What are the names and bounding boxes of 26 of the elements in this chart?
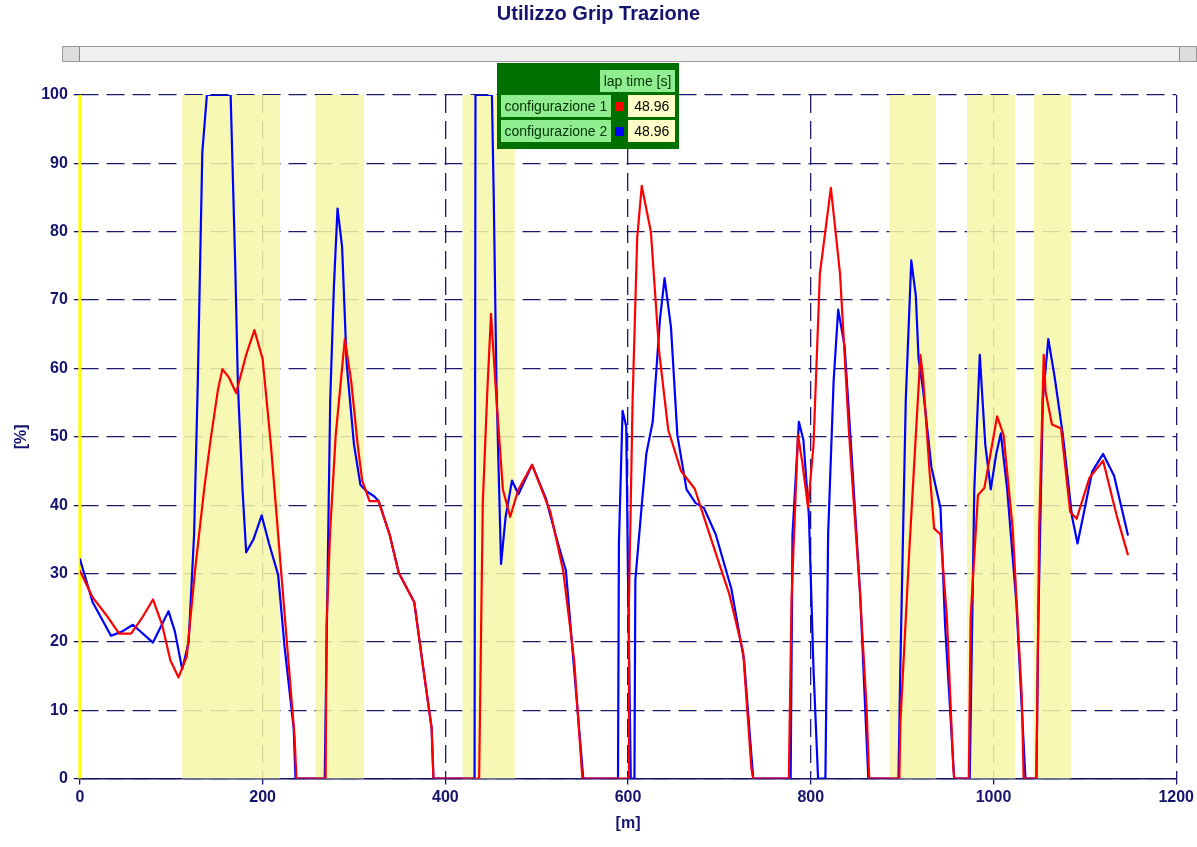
y-tick-label: 50 <box>50 427 68 445</box>
x-tick-label: 0 <box>75 787 85 805</box>
x-tick-label: 600 <box>614 787 642 805</box>
chart-title: Utilizzo Grip Trazione <box>495 2 702 25</box>
annotation: 48.96 <box>628 95 676 117</box>
x-axis-title: [m] <box>615 813 641 831</box>
legend-label: configurazione 2 <box>500 120 612 142</box>
annotation: 48.96 <box>628 120 676 142</box>
x-tick-label: 800 <box>797 787 825 805</box>
y-tick-label: 20 <box>50 632 68 650</box>
y-axis-title: [%] <box>12 424 30 450</box>
y-tick-label: 60 <box>50 358 68 376</box>
y-tick-label: 100 <box>41 85 68 103</box>
x-tick-label: 1000 <box>975 787 1012 805</box>
y-tick-label: 90 <box>50 153 68 171</box>
x-tick-label: 1200 <box>1158 787 1195 805</box>
y-tick-label: 30 <box>50 563 68 581</box>
y-tick-label: 80 <box>50 222 68 240</box>
y-tick-label: 10 <box>50 700 68 718</box>
x-tick-label: 200 <box>249 787 277 805</box>
x-tick-label: 400 <box>431 787 459 805</box>
y-tick-label: 40 <box>50 495 68 513</box>
y-tick-label: 0 <box>58 769 68 787</box>
y-tick-label: 70 <box>50 290 68 308</box>
legend-label: configurazione 1 <box>500 95 612 117</box>
legend-title: lap time [s] <box>599 70 676 92</box>
